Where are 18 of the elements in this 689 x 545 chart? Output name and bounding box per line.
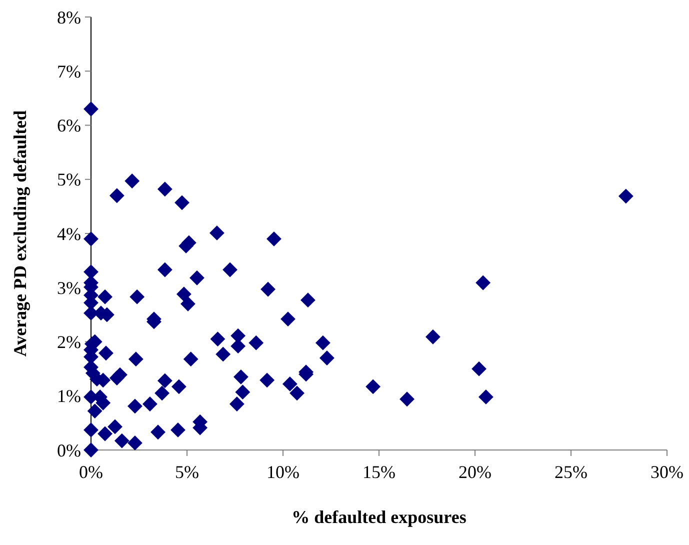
x-tick-label: 15%: [362, 462, 396, 482]
x-tick-label: 25%: [554, 462, 588, 482]
y-tick-label: 1%: [57, 386, 81, 406]
y-tick-label: 7%: [57, 61, 81, 82]
x-axis-title: % defaulted exposures: [292, 507, 466, 527]
x-tick-label: 5%: [175, 462, 199, 482]
x-tick-label: 20%: [458, 462, 492, 482]
y-tick-label: 8%: [57, 7, 81, 28]
y-tick-label: 2%: [57, 332, 81, 352]
x-tick-label: 30%: [650, 462, 684, 482]
y-tick-label: 3%: [57, 278, 81, 298]
y-tick-label: 4%: [57, 224, 81, 244]
y-axis-title: Average PD excluding defaulted: [10, 110, 30, 357]
x-tick-label: 0%: [79, 462, 103, 482]
x-tick-label: 10%: [266, 462, 300, 482]
y-tick-label: 6%: [57, 116, 81, 136]
y-tick-label: 0%: [57, 440, 81, 460]
y-tick-label: 5%: [57, 170, 81, 190]
